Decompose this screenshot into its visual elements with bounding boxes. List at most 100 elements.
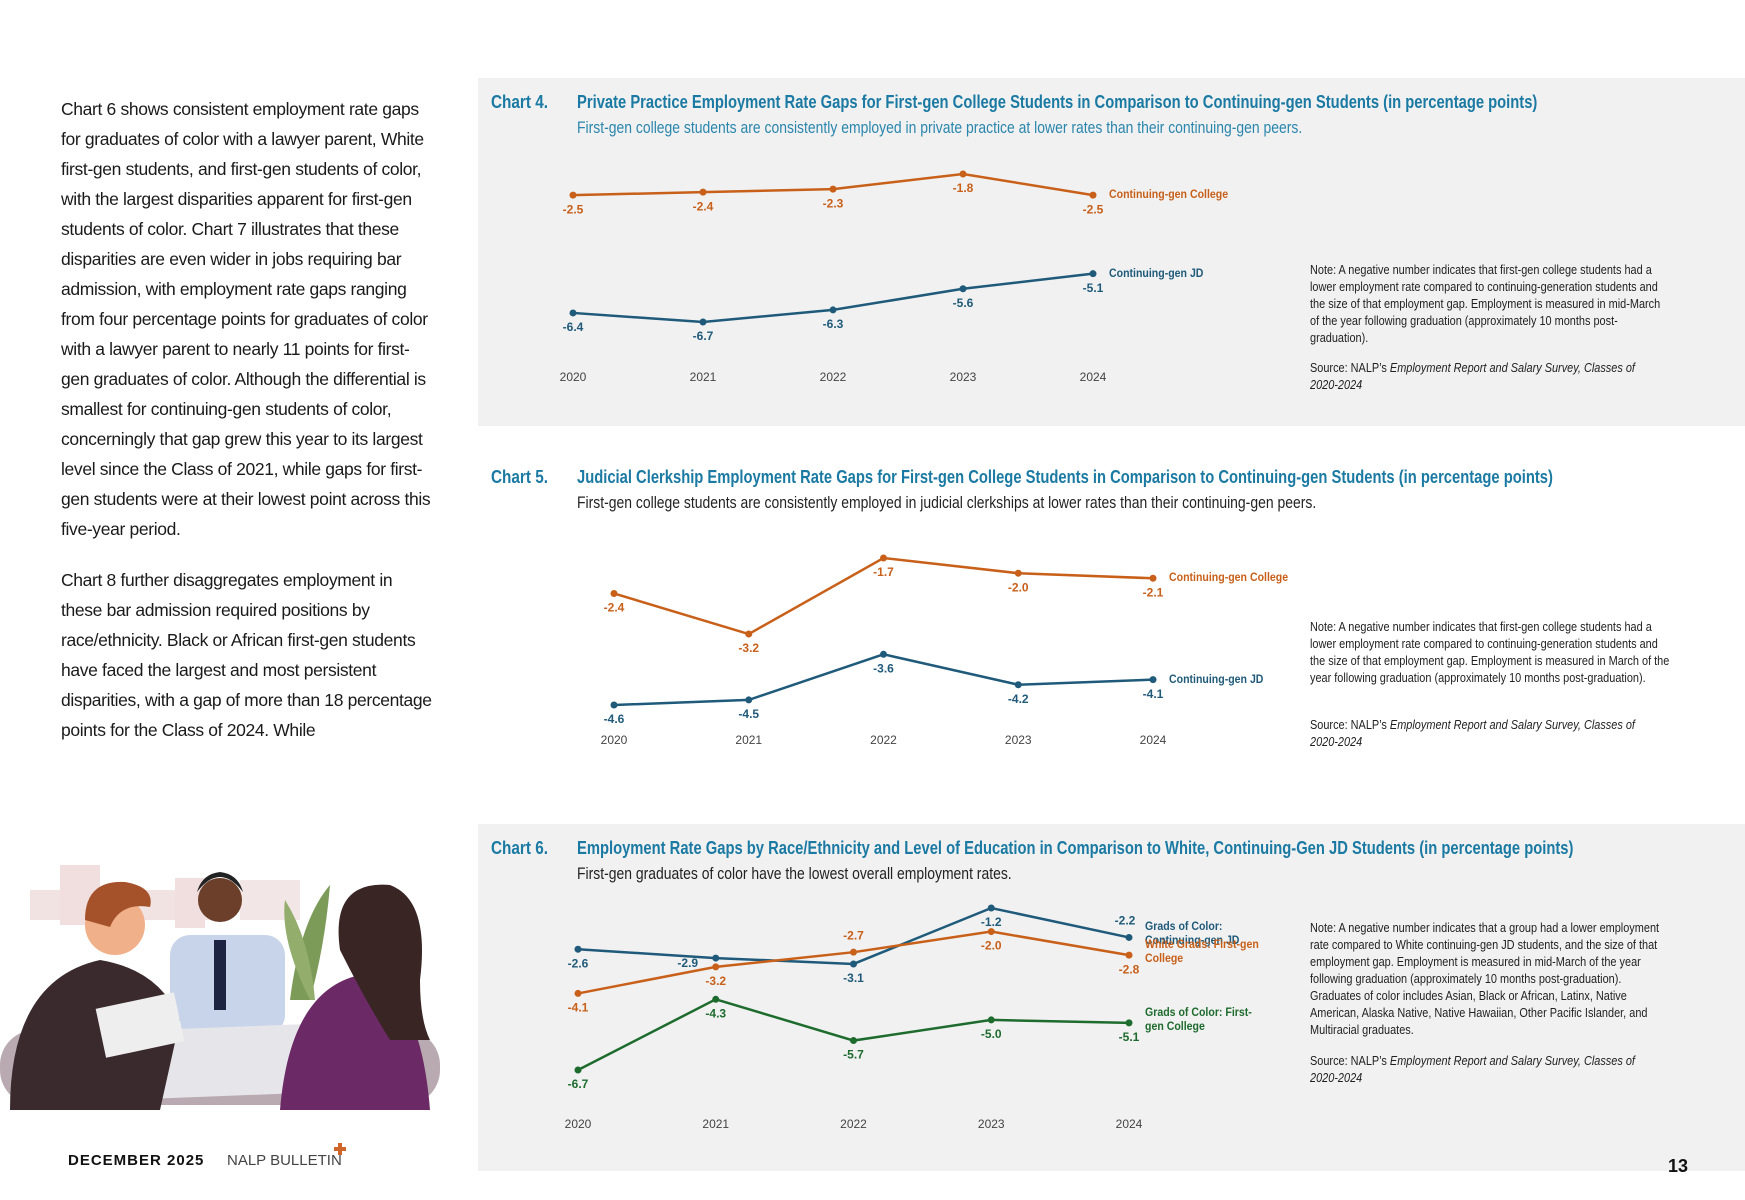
- x-tick-label: 2023: [1005, 733, 1032, 747]
- data-point: [850, 960, 857, 968]
- data-label: -1.7: [873, 565, 894, 579]
- data-label: -4.5: [738, 707, 759, 721]
- data-label: -3.6: [873, 661, 894, 675]
- data-label: -6.7: [693, 329, 714, 343]
- x-tick-label: 2021: [690, 370, 717, 384]
- data-point: [880, 554, 887, 562]
- data-label: -6.3: [823, 317, 844, 331]
- series-name: Continuing-gen College: [1109, 187, 1229, 202]
- x-tick-label: 2023: [950, 370, 977, 384]
- data-point: [1125, 951, 1133, 959]
- x-tick-label: 2020: [601, 733, 628, 747]
- series-name: Grads of Color: Continuing-gen JD: [1145, 919, 1240, 948]
- chart-source: Source: NALP’s Employment Report and Sal…: [1310, 359, 1646, 393]
- x-tick-label: 2024: [1140, 733, 1167, 747]
- data-point: [829, 306, 837, 314]
- body-text: Chart 6 shows consistent employment rate…: [61, 94, 433, 766]
- data-label: -2.2: [1115, 914, 1136, 928]
- data-label: -3.1: [843, 971, 864, 985]
- data-point: [712, 954, 720, 962]
- data-label: -5.1: [1083, 281, 1104, 295]
- data-label: -2.6: [568, 956, 589, 970]
- chart-source: Source: NALP’s Employment Report and Sal…: [1310, 716, 1646, 750]
- data-label: -4.1: [1143, 687, 1164, 701]
- source-prefix: Source: NALP’s: [1310, 1053, 1387, 1068]
- chart-panel: [478, 824, 1745, 1171]
- data-label: -3.2: [705, 974, 726, 988]
- series-name: Continuing-gen JD: [1109, 265, 1204, 280]
- data-point: [569, 191, 577, 199]
- data-point: [1149, 676, 1157, 684]
- page-number: 13: [1668, 1156, 1689, 1176]
- data-label: -2.7: [843, 928, 864, 942]
- chart-label: Chart 5.: [491, 467, 548, 487]
- data-label: -2.9: [677, 956, 698, 970]
- data-label: -2.8: [1119, 962, 1140, 976]
- x-tick-label: 2024: [1116, 1117, 1143, 1131]
- data-label: -5.1: [1119, 1030, 1140, 1044]
- data-label: -3.2: [738, 641, 759, 655]
- data-point: [850, 1037, 857, 1045]
- illustration: [0, 865, 440, 1110]
- data-point: [1014, 569, 1022, 577]
- series-name: Grads of Color: First-gen College: [1145, 1004, 1252, 1033]
- data-label: -2.0: [1008, 580, 1029, 594]
- data-point: [987, 928, 995, 936]
- data-label: -2.4: [604, 601, 625, 615]
- data-point: [1089, 270, 1097, 278]
- data-label: -4.6: [604, 712, 625, 726]
- x-tick-label: 2021: [735, 733, 762, 747]
- x-tick-label: 2022: [870, 733, 897, 747]
- chart-title: Judicial Clerkship Employment Rate Gaps …: [577, 467, 1553, 487]
- data-point: [1125, 1019, 1133, 1027]
- data-point: [1089, 191, 1097, 199]
- paragraph: Chart 6 shows consistent employment rate…: [61, 99, 431, 539]
- data-label: -1.2: [981, 915, 1002, 929]
- data-label: -5.0: [981, 1027, 1002, 1041]
- source-title: Employment Report and Salary Survey, Cla…: [1310, 360, 1635, 392]
- x-tick-label: 2022: [840, 1117, 867, 1131]
- data-label: -1.8: [953, 181, 974, 195]
- x-tick-label: 2020: [565, 1117, 592, 1131]
- source-title: Employment Report and Salary Survey, Cla…: [1310, 1053, 1635, 1085]
- data-label: -5.6: [953, 296, 974, 310]
- data-point: [829, 185, 837, 193]
- x-tick-label: 2020: [560, 370, 587, 384]
- data-label: -2.1: [1143, 585, 1164, 599]
- data-label: -4.2: [1008, 692, 1029, 706]
- data-point: [574, 945, 582, 953]
- data-point: [1125, 933, 1133, 941]
- paragraph: Chart 8 further disaggregates employment…: [61, 570, 432, 740]
- data-label: -2.5: [563, 202, 584, 216]
- data-label: -4.1: [568, 1001, 589, 1015]
- data-point: [959, 285, 967, 293]
- x-tick-label: 2022: [820, 370, 847, 384]
- data-point: [1014, 681, 1022, 689]
- chart-subtitle: First-gen college students are consisten…: [577, 118, 1303, 137]
- series-name: Continuing-gen College: [1169, 570, 1289, 585]
- chart-title: Employment Rate Gaps by Race/Ethnicity a…: [577, 838, 1574, 858]
- data-point: [987, 1016, 995, 1024]
- x-tick-label: 2023: [978, 1117, 1005, 1131]
- data-point: [850, 948, 857, 956]
- data-point: [712, 963, 720, 971]
- data-label: -2.3: [823, 196, 844, 210]
- x-tick-label: 2021: [702, 1117, 729, 1131]
- chart-label: Chart 6.: [491, 838, 548, 858]
- data-point: [745, 630, 753, 638]
- data-point: [610, 589, 618, 597]
- chart-note: Note: A negative number indicates that f…: [1310, 619, 1670, 685]
- chart-label: Chart 4.: [491, 92, 548, 112]
- data-label: -2.0: [981, 939, 1002, 953]
- data-label: -6.7: [568, 1077, 589, 1091]
- data-point: [574, 1066, 582, 1074]
- data-label: -4.3: [705, 1006, 726, 1020]
- chart-note: Note: A negative number indicates that f…: [1310, 262, 1661, 345]
- data-point: [1149, 574, 1157, 582]
- data-point: [987, 904, 995, 912]
- chart-title: Private Practice Employment Rate Gaps fo…: [577, 92, 1538, 112]
- chart-source: Source: NALP’s Employment Report and Sal…: [1310, 1052, 1646, 1086]
- source-prefix: Source: NALP’s: [1310, 360, 1387, 375]
- chart-note: Note: A negative number indicates that a…: [1310, 920, 1660, 1037]
